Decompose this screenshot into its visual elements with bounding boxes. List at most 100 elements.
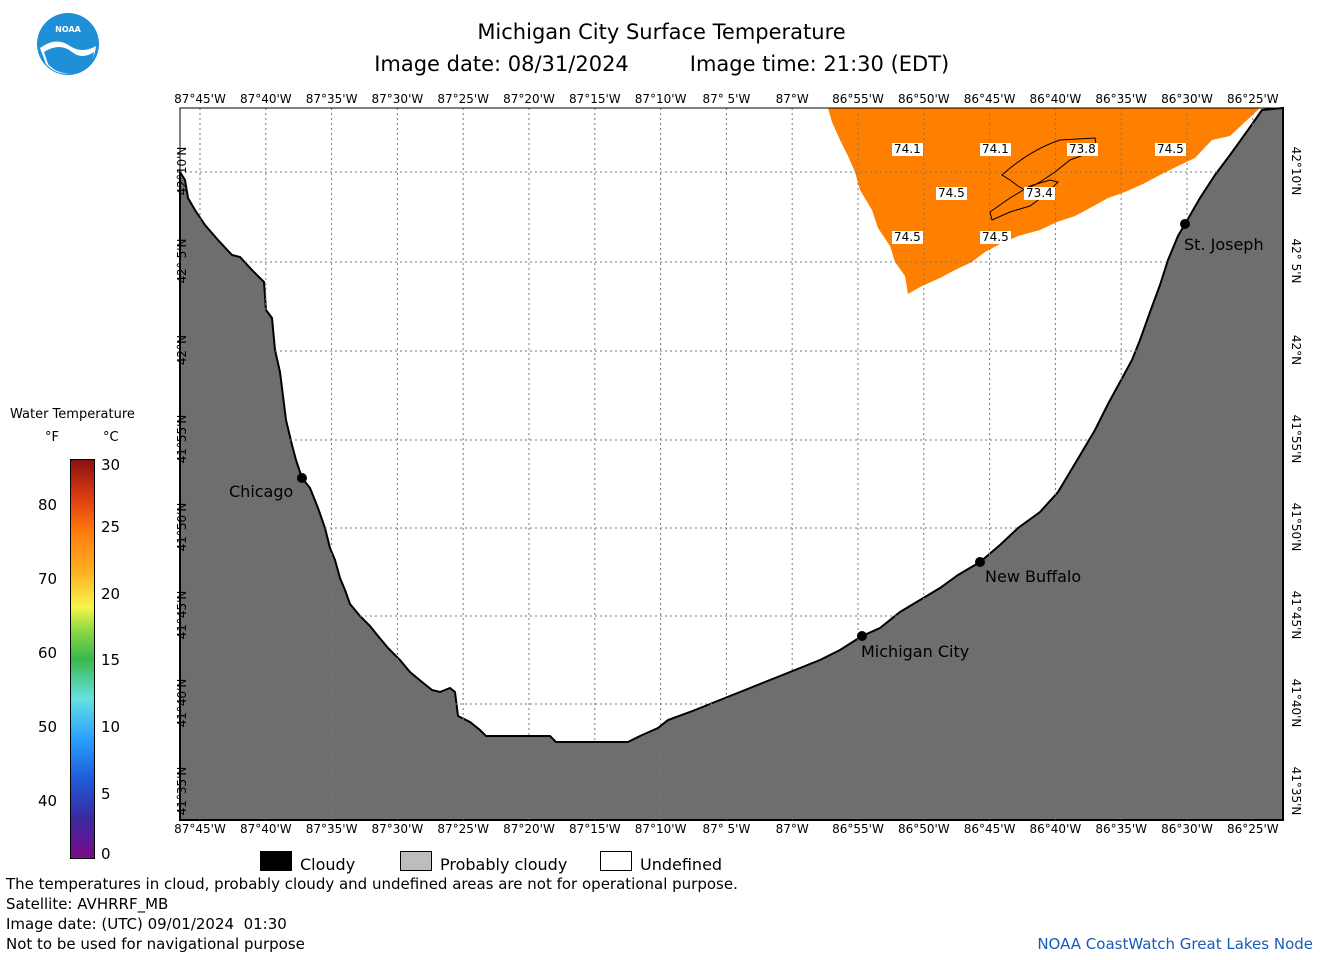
probably-cloudy-label: Probably cloudy: [440, 855, 568, 874]
longitude-label: 86°50'W: [897, 822, 950, 836]
latitude-label: 41°50'N: [175, 502, 189, 552]
legend-title: Water Temperature: [10, 407, 135, 422]
latitude-label: 41°45'N: [175, 590, 189, 640]
water-temperature-area: [828, 108, 1260, 294]
footer-utc-date: Image date: (UTC) 09/01/2024 01:30: [6, 915, 287, 933]
longitude-label: 87° 5'W: [702, 822, 751, 836]
st-joseph-dot: [1180, 219, 1190, 229]
latitude-label: 41°55'N: [1289, 414, 1303, 464]
land-west: [179, 106, 1284, 821]
michigan-city-dot: [857, 631, 867, 641]
noaa-logo: NOAA: [37, 13, 99, 75]
temp-label: 74.5: [936, 186, 967, 200]
temp-label: 74.1: [892, 142, 923, 156]
longitude-label: 87° 5'W: [702, 92, 751, 106]
c-tick: 0: [101, 845, 111, 863]
page-title: Michigan City Surface Temperature: [477, 20, 846, 44]
temp-label: 74.5: [1155, 142, 1186, 156]
latitude-label: 41°35'N: [175, 766, 189, 816]
longitude-label: 86°55'W: [832, 822, 884, 836]
longitude-label: 86°30'W: [1161, 822, 1213, 836]
longitude-label: 87°25'W: [437, 822, 490, 836]
longitude-label: 87°10'W: [634, 92, 687, 106]
longitude-label: 86°35'W: [1095, 822, 1148, 836]
city-label-new-buffalo: New Buffalo: [985, 567, 1082, 586]
new-buffalo-dot: [975, 557, 985, 567]
c-tick: 15: [101, 651, 121, 669]
longitude-label: 86°40'W: [1029, 822, 1082, 836]
temp-label: 74.1: [980, 142, 1011, 156]
footer-satellite: Satellite: AVHRRF_MB: [6, 895, 169, 913]
latitude-label: 41°50'N: [1289, 502, 1303, 552]
footer-credit: NOAA CoastWatch Great Lakes Node: [1037, 935, 1313, 953]
city-label-chicago: Chicago: [229, 482, 294, 501]
longitude-label: 87°W: [775, 822, 809, 836]
latitude-label: 42°N: [175, 334, 189, 366]
longitude-label: 87°20'W: [503, 92, 555, 106]
longitude-label: 86°50'W: [897, 92, 950, 106]
latitude-label: 41°40'N: [1289, 678, 1303, 728]
f-tick: 70: [38, 570, 58, 588]
undefined-swatch: [600, 851, 632, 871]
temperature-colorbar: [70, 459, 95, 859]
longitude-label: 87°W: [775, 92, 809, 106]
longitude-label: 87°30'W: [371, 822, 424, 836]
latitude-label: 41°55'N: [175, 414, 189, 464]
longitude-label: 87°15'W: [568, 822, 621, 836]
latitude-label: 42° 5'N: [1289, 238, 1303, 284]
latitude-label: 42°10'N: [1289, 146, 1303, 196]
cloudy-label: Cloudy: [300, 855, 356, 874]
f-tick: 80: [38, 496, 58, 514]
footer-nav-warning: Not to be used for navigational purpose: [6, 935, 305, 953]
longitude-label: 87°45'W: [174, 822, 226, 836]
longitude-label: 87°40'W: [239, 92, 292, 106]
city-label-st-joseph: St. Joseph: [1184, 235, 1264, 254]
latitude-label: 41°40'N: [175, 678, 189, 728]
temp-label: 73.4: [1024, 186, 1055, 200]
longitude-label: 87°10'W: [634, 822, 687, 836]
latitude-label: 42°10'N: [175, 146, 189, 196]
footer-disclaimer: The temperatures in cloud, probably clou…: [6, 875, 738, 893]
longitude-label: 86°30'W: [1161, 92, 1213, 106]
f-tick: 50: [38, 718, 58, 736]
image-time: Image time: 21:30 (EDT): [689, 52, 950, 76]
map-border: [179, 107, 1284, 821]
c-tick: 10: [101, 718, 121, 736]
chicago-dot: [297, 473, 307, 483]
cloudy-swatch: [260, 851, 292, 871]
f-tick: 40: [38, 792, 58, 810]
longitude-label: 86°45'W: [963, 92, 1016, 106]
longitude-label: 87°40'W: [239, 822, 292, 836]
temp-label: 74.5: [980, 230, 1011, 244]
c-tick: 5: [101, 785, 111, 803]
c-tick: 20: [101, 585, 121, 603]
probably-cloudy-swatch: [400, 851, 432, 871]
longitude-label: 87°20'W: [503, 822, 555, 836]
latitude-label: 41°35'N: [1289, 766, 1303, 816]
longitude-label: 87°30'W: [371, 92, 424, 106]
unit-celsius: °C: [103, 430, 119, 445]
longitude-label: 86°25'W: [1226, 822, 1279, 836]
f-tick: 60: [38, 644, 58, 662]
longitude-label: 86°45'W: [963, 822, 1016, 836]
unit-fahrenheit: °F: [45, 430, 59, 445]
temp-label: 73.8: [1067, 142, 1098, 156]
latitude-label: 41°45'N: [1289, 590, 1303, 640]
longitude-label: 87°35'W: [305, 822, 358, 836]
longitude-label: 87°15'W: [568, 92, 621, 106]
svg-text:NOAA: NOAA: [55, 25, 81, 34]
longitude-label: 86°55'W: [832, 92, 884, 106]
longitude-label: 86°40'W: [1029, 92, 1082, 106]
longitude-label: 86°25'W: [1226, 92, 1279, 106]
undefined-label: Undefined: [640, 855, 723, 874]
longitude-label: 87°45'W: [174, 92, 226, 106]
image-date: Image date: 08/31/2024: [374, 52, 629, 76]
longitude-label: 87°35'W: [305, 92, 358, 106]
city-label-michigan-city: Michigan City: [861, 642, 970, 661]
c-tick: 25: [101, 518, 121, 536]
temp-label: 74.5: [892, 230, 923, 244]
longitude-label: 86°35'W: [1095, 92, 1148, 106]
latitude-label: 42°N: [1289, 334, 1303, 366]
longitude-label: 87°25'W: [437, 92, 490, 106]
